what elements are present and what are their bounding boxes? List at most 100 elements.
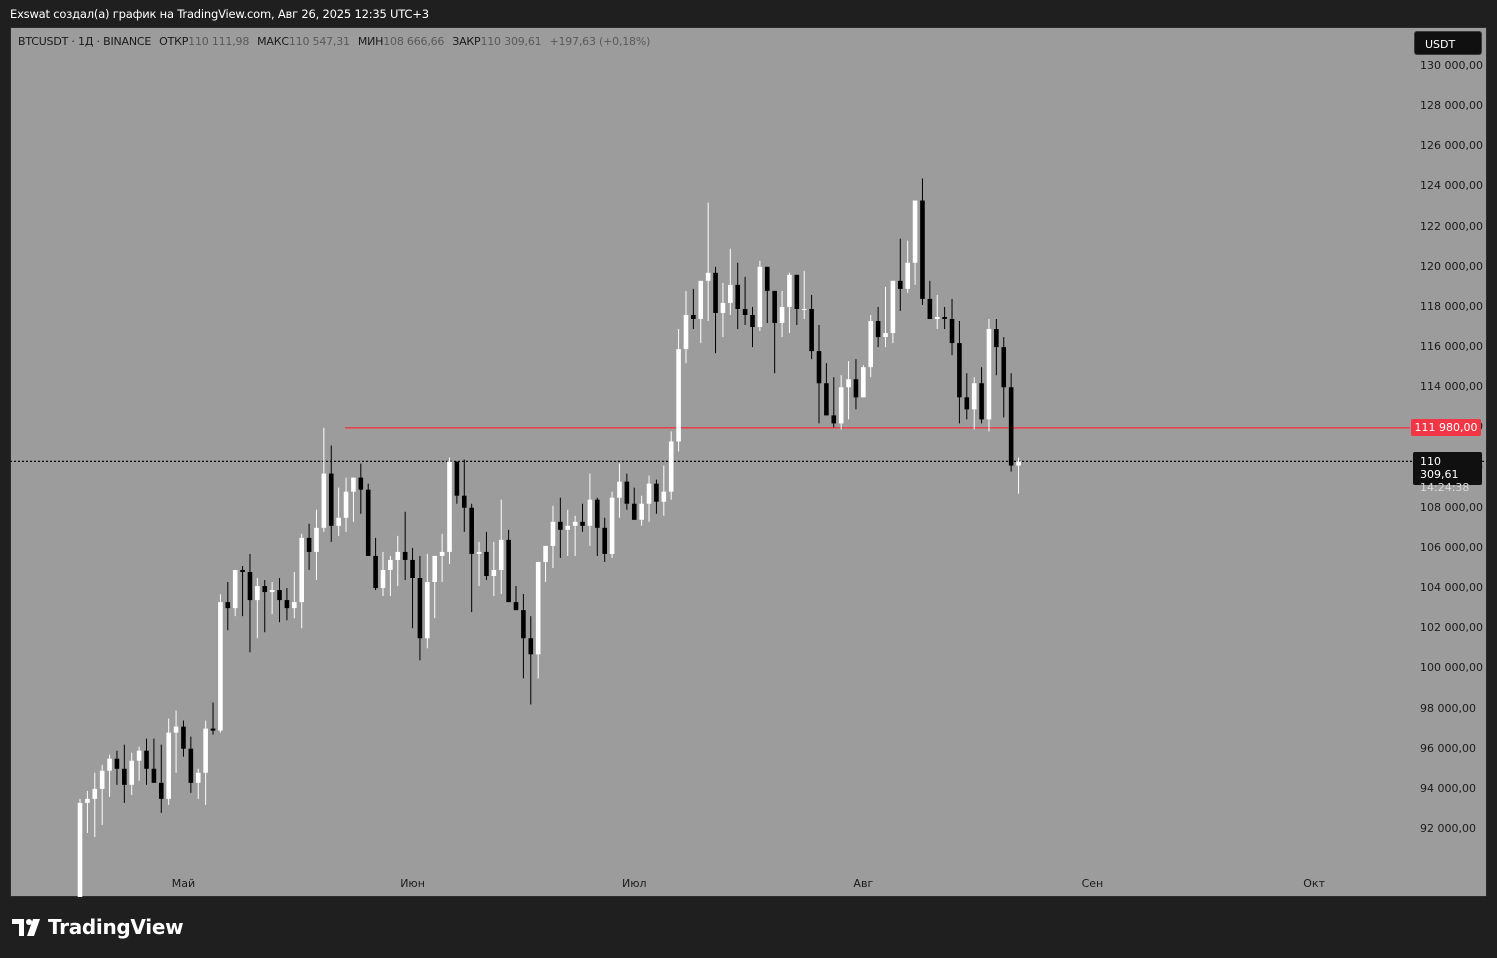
candle-body[interactable] bbox=[609, 497, 615, 554]
candle-body[interactable] bbox=[284, 600, 290, 609]
candle-body[interactable] bbox=[432, 555, 438, 583]
candle-body[interactable] bbox=[772, 290, 777, 324]
candle-body[interactable] bbox=[550, 521, 556, 546]
candle-body[interactable] bbox=[676, 349, 681, 442]
candle-body[interactable] bbox=[757, 266, 763, 328]
candle-body[interactable] bbox=[631, 503, 637, 520]
candle-body[interactable] bbox=[897, 280, 903, 289]
candle-body[interactable] bbox=[77, 802, 83, 897]
candle-body[interactable] bbox=[151, 768, 157, 783]
candle-body[interactable] bbox=[240, 569, 245, 572]
candle-body[interactable] bbox=[395, 551, 401, 560]
chart-plot-area[interactable] bbox=[10, 27, 1487, 897]
candlestick-chart[interactable] bbox=[10, 27, 1487, 897]
candle-body[interactable] bbox=[883, 333, 888, 338]
candle-body[interactable] bbox=[417, 578, 423, 639]
candle-body[interactable] bbox=[402, 551, 408, 560]
candle-body[interactable] bbox=[136, 750, 142, 761]
candle-body[interactable] bbox=[158, 782, 164, 799]
candle-body[interactable] bbox=[498, 539, 504, 570]
candle-body[interactable] bbox=[934, 316, 940, 319]
candle-body[interactable] bbox=[580, 521, 585, 526]
candle-body[interactable] bbox=[469, 507, 474, 554]
candle-body[interactable] bbox=[868, 321, 874, 368]
candle-body[interactable] bbox=[388, 559, 393, 570]
candle-body[interactable] bbox=[513, 602, 519, 611]
candle-body[interactable] bbox=[461, 495, 467, 508]
candle-body[interactable] bbox=[122, 768, 127, 785]
candle-body[interactable] bbox=[964, 397, 970, 410]
candle-body[interactable] bbox=[994, 329, 999, 348]
candle-body[interactable] bbox=[181, 726, 186, 749]
candle-body[interactable] bbox=[683, 314, 689, 350]
candle-body[interactable] bbox=[195, 772, 201, 783]
candle-body[interactable] bbox=[816, 351, 822, 384]
candle-body[interactable] bbox=[484, 551, 489, 577]
candle-body[interactable] bbox=[705, 272, 711, 281]
candle-body[interactable] bbox=[255, 586, 260, 601]
candle-body[interactable] bbox=[742, 308, 748, 315]
candle-body[interactable] bbox=[949, 318, 955, 344]
candle-body[interactable] bbox=[336, 517, 341, 526]
candle-body[interactable] bbox=[750, 314, 755, 328]
candle-body[interactable] bbox=[225, 602, 231, 609]
candle-body[interactable] bbox=[232, 569, 238, 609]
candle-body[interactable] bbox=[558, 521, 563, 530]
candle-body[interactable] bbox=[107, 758, 112, 771]
candle-body[interactable] bbox=[1001, 347, 1007, 388]
candle-body[interactable] bbox=[861, 367, 866, 398]
candle-body[interactable] bbox=[129, 760, 135, 785]
candle-body[interactable] bbox=[1016, 461, 1021, 466]
candle-body[interactable] bbox=[447, 461, 452, 552]
candle-body[interactable] bbox=[713, 272, 718, 313]
candle-body[interactable] bbox=[971, 383, 977, 410]
candle-body[interactable] bbox=[779, 306, 785, 324]
candle-body[interactable] bbox=[203, 728, 208, 773]
candle-body[interactable] bbox=[617, 481, 622, 498]
candle-body[interactable] bbox=[535, 561, 541, 655]
candle-body[interactable] bbox=[646, 483, 652, 504]
candle-body[interactable] bbox=[321, 473, 327, 528]
candle-body[interactable] bbox=[602, 527, 607, 554]
candle-body[interactable] bbox=[794, 274, 800, 309]
candle-body[interactable] bbox=[114, 758, 120, 769]
candle-body[interactable] bbox=[728, 284, 733, 303]
candle-body[interactable] bbox=[912, 200, 918, 263]
candle-body[interactable] bbox=[920, 200, 925, 299]
candle-body[interactable] bbox=[691, 314, 696, 319]
candle-body[interactable] bbox=[425, 582, 430, 639]
candle-body[interactable] bbox=[351, 477, 356, 492]
candle-body[interactable] bbox=[188, 748, 194, 783]
candle-body[interactable] bbox=[528, 638, 534, 655]
candle-body[interactable] bbox=[218, 602, 223, 731]
candle-body[interactable] bbox=[99, 770, 105, 789]
candle-body[interactable] bbox=[698, 280, 704, 319]
candle-body[interactable] bbox=[314, 527, 319, 552]
candle-body[interactable] bbox=[587, 499, 593, 526]
candle-body[interactable] bbox=[838, 387, 844, 424]
candle-body[interactable] bbox=[306, 537, 312, 552]
candle-body[interactable] bbox=[764, 266, 770, 291]
candle-body[interactable] bbox=[787, 274, 792, 307]
candle-body[interactable] bbox=[565, 525, 571, 530]
candle-body[interactable] bbox=[92, 788, 98, 799]
candle-body[interactable] bbox=[595, 499, 600, 528]
candle-body[interactable] bbox=[543, 545, 548, 562]
candle-body[interactable] bbox=[986, 329, 992, 420]
candle-body[interactable] bbox=[654, 483, 659, 502]
candle-body[interactable] bbox=[343, 491, 349, 518]
currency-button[interactable]: USDT bbox=[1414, 31, 1482, 55]
candle-body[interactable] bbox=[247, 571, 253, 601]
candle-body[interactable] bbox=[269, 590, 275, 593]
legend-symbol[interactable]: BTCUSDT · 1Д · BINANCE bbox=[18, 35, 152, 48]
candle-body[interactable] bbox=[927, 298, 933, 319]
candle-body[interactable] bbox=[668, 441, 674, 492]
candle-body[interactable] bbox=[639, 503, 644, 520]
candle-body[interactable] bbox=[942, 316, 947, 319]
candle-body[interactable] bbox=[262, 586, 268, 593]
candle-body[interactable] bbox=[853, 379, 859, 398]
candle-body[interactable] bbox=[661, 491, 667, 502]
candle-body[interactable] bbox=[210, 728, 216, 731]
candle-body[interactable] bbox=[506, 539, 511, 603]
candle-body[interactable] bbox=[735, 284, 741, 309]
